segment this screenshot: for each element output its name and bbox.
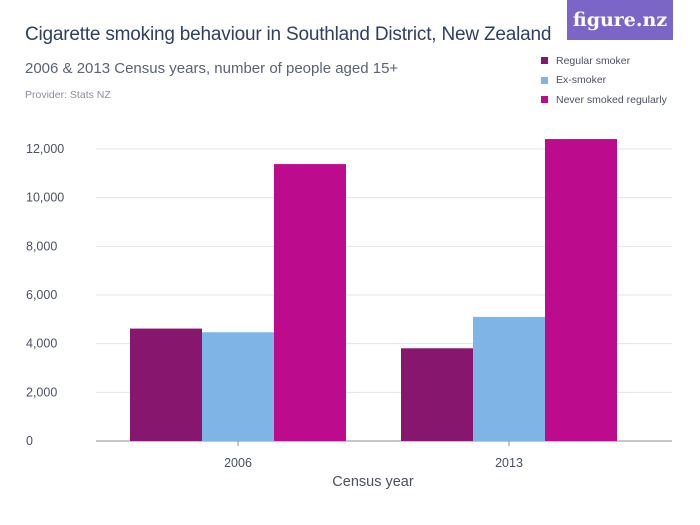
y-tick-label: 12,000	[26, 142, 64, 156]
chart-legend: Regular smoker Ex-smoker Never smoked re…	[541, 51, 667, 110]
legend-label: Never smoked regularly	[556, 93, 667, 106]
legend-item-ex-smoker: Ex-smoker	[541, 71, 667, 91]
x-axis-label: Census year	[332, 474, 414, 490]
legend-label: Regular smoker	[556, 54, 631, 67]
y-tick-label: 0	[26, 434, 33, 448]
bar	[202, 332, 274, 441]
y-tick-label: 2,000	[26, 385, 57, 399]
figure-nz-logo[interactable]: figure.nz	[567, 0, 673, 40]
bar	[545, 139, 617, 442]
y-tick-label: 6,000	[26, 288, 57, 302]
legend-label: Ex-smoker	[556, 74, 607, 87]
y-tick-label: 10,000	[26, 191, 64, 205]
bar	[473, 316, 545, 441]
legend-swatch	[541, 57, 548, 65]
y-tick-label: 4,000	[26, 337, 57, 351]
legend-item-never-smoked: Never smoked regularly	[541, 90, 667, 110]
bar	[130, 328, 202, 441]
bar	[274, 164, 346, 441]
legend-item-regular-smoker: Regular smoker	[541, 51, 667, 71]
legend-swatch	[541, 76, 548, 84]
x-tick-label: 2006	[224, 456, 252, 470]
bar	[401, 348, 473, 441]
chart-subtitle: 2006 & 2013 Census years, number of peop…	[25, 60, 399, 77]
chart-title: Cigarette smoking behaviour in Southland…	[25, 24, 552, 45]
provider-note: Provider: Stats NZ	[25, 89, 111, 101]
legend-swatch	[541, 96, 548, 104]
y-tick-label: 8,000	[26, 239, 57, 253]
x-tick-label: 2013	[495, 456, 523, 470]
